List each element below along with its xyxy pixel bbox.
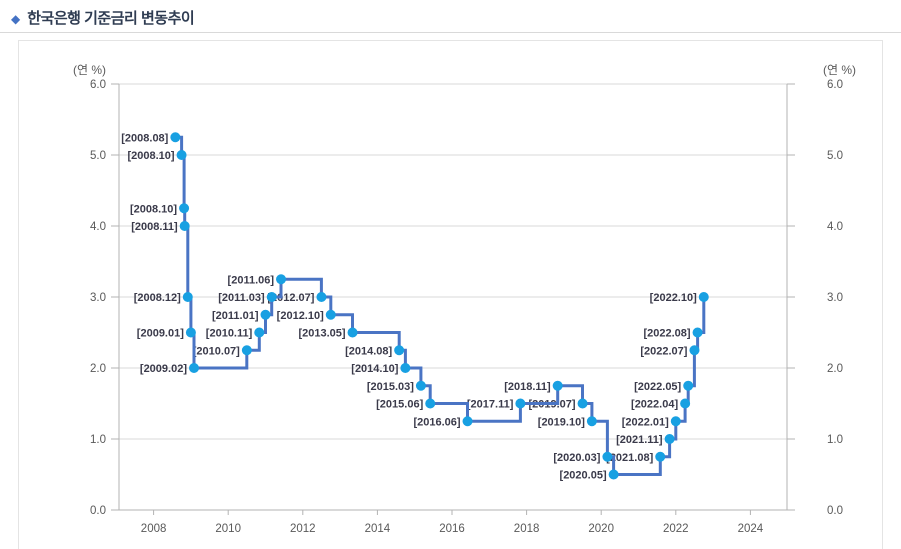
x-tick-label: 2008	[141, 523, 167, 535]
x-tick-label: 2018	[514, 523, 540, 535]
y-tick-label-right: 1.0	[827, 434, 843, 446]
y-tick-label-right: 5.0	[827, 150, 843, 162]
data-point-marker	[189, 363, 200, 373]
data-point-marker	[552, 380, 563, 391]
data-point-label: [2022.05]	[634, 381, 681, 393]
data-point-marker	[400, 363, 411, 373]
y-tick-label-right: 2.0	[827, 363, 843, 375]
data-point-label: [2012.07]	[267, 292, 314, 304]
data-point-marker	[462, 416, 473, 427]
data-point-marker	[664, 434, 675, 444]
data-point-marker	[260, 309, 271, 320]
y-tick-label-right: 0.0	[827, 505, 843, 517]
data-point-marker	[602, 451, 613, 462]
data-point-label: [2010.07]	[193, 345, 240, 357]
page-title: 한국은행 기준금리 변동추이	[27, 10, 195, 27]
data-point-marker	[316, 292, 327, 302]
data-point-label: [2008.12]	[134, 292, 181, 304]
y-tick-label-right: 4.0	[827, 221, 843, 233]
data-point-label: [2009.02]	[140, 363, 187, 375]
data-point-label: [2011.01]	[212, 310, 259, 322]
data-point-label: [2016.06]	[413, 416, 460, 428]
x-tick-label: 2016	[439, 523, 465, 535]
y-tick-label-left: 2.0	[90, 363, 106, 375]
data-point-label: [2018.11]	[504, 381, 551, 393]
data-point-label: [2008.11]	[131, 221, 178, 233]
data-point-label: [2012.10]	[277, 310, 324, 322]
data-point-marker	[689, 345, 700, 356]
y-tick-label-left: 6.0	[90, 79, 106, 91]
data-point-marker	[683, 380, 694, 391]
data-point-label: [2021.08]	[606, 452, 653, 464]
data-point-marker	[182, 292, 193, 302]
data-point-marker	[655, 451, 666, 462]
y-tick-label-right: 6.0	[827, 79, 843, 91]
data-point-label: [2011.03]	[218, 292, 265, 304]
page-header: ◆ 한국은행 기준금리 변동추이	[11, 7, 195, 28]
data-point-marker	[394, 345, 405, 356]
data-point-marker	[185, 327, 196, 338]
data-point-label: [2022.07]	[640, 345, 687, 357]
data-point-marker	[179, 221, 190, 231]
data-point-marker	[670, 416, 681, 427]
y-tick-label-left: 3.0	[90, 292, 106, 304]
data-point-label: [2022.10]	[650, 292, 697, 304]
data-point-label: [2020.03]	[553, 452, 600, 464]
data-point-marker	[276, 274, 287, 285]
y-tick-label-left: 5.0	[90, 150, 106, 162]
axis-unit-label-left: (연 %)	[73, 63, 106, 77]
data-point-label: [2008.08]	[121, 132, 168, 144]
data-point-marker	[347, 327, 358, 338]
data-point-marker	[577, 398, 588, 409]
x-tick-label: 2014	[365, 523, 391, 535]
chart-panel: 6.0 6.0 5.0 5.0 4.0 4.0 3.0 3.0 2.0 2.0 1.0 1.0 0.0 0…	[18, 40, 883, 549]
y-tick-label-left: 4.0	[90, 221, 106, 233]
data-point-label: [2017.11]	[467, 399, 514, 411]
data-point-label: [2022.04]	[631, 399, 678, 411]
data-point-marker	[425, 398, 436, 409]
data-point-marker	[698, 292, 709, 302]
data-point-marker	[176, 150, 187, 160]
data-point-marker	[241, 345, 252, 356]
x-tick-label: 2010	[215, 523, 241, 535]
data-point-label: [2022.08]	[643, 328, 690, 340]
data-point-label: [2011.06]	[228, 274, 275, 286]
data-point-label: [2010.11]	[206, 328, 253, 340]
data-point-label: [2022.01]	[622, 416, 669, 428]
data-point-marker	[680, 398, 691, 409]
data-point-label: [2015.03]	[367, 381, 414, 393]
data-point-label: [2009.01]	[137, 328, 184, 340]
data-point-label: [2008.10]	[127, 150, 174, 162]
data-point-marker	[254, 327, 265, 338]
y-tick-label-right: 3.0	[827, 292, 843, 304]
y-tick-label-left: 0.0	[90, 505, 106, 517]
x-tick-label: 2020	[588, 523, 614, 535]
data-point-marker	[325, 309, 336, 320]
data-point-marker	[692, 327, 703, 338]
data-point-label: [2019.10]	[538, 416, 585, 428]
base-rate-step-chart: 6.0 6.0 5.0 5.0 4.0 4.0 3.0 3.0 2.0 2.0 1.0 1.0 0.0 0…	[73, 63, 856, 535]
data-point-label: [2014.08]	[345, 345, 392, 357]
data-point-marker	[515, 398, 526, 409]
data-point-label: [2020.05]	[560, 470, 607, 482]
data-point-label: [2013.05]	[298, 328, 345, 340]
header-divider	[0, 32, 901, 33]
x-tick-label: 2022	[663, 523, 689, 535]
data-point-marker	[586, 416, 597, 427]
data-point-marker	[266, 292, 277, 302]
diamond-bullet-icon: ◆	[11, 11, 21, 26]
data-point-label: [2008.10]	[130, 203, 177, 215]
data-point-marker	[608, 469, 619, 480]
data-point-marker	[179, 203, 190, 214]
y-tick-label-left: 1.0	[90, 434, 106, 446]
data-point-label: [2014.10]	[351, 363, 398, 375]
data-point-marker	[170, 132, 181, 143]
data-point-label: [2021.11]	[616, 434, 663, 446]
x-tick-label: 2024	[738, 523, 764, 535]
data-point-label: [2015.06]	[376, 399, 423, 411]
data-point-marker	[415, 380, 426, 391]
x-tick-label: 2012	[290, 523, 316, 535]
axis-unit-label-right: (연 %)	[823, 63, 856, 77]
